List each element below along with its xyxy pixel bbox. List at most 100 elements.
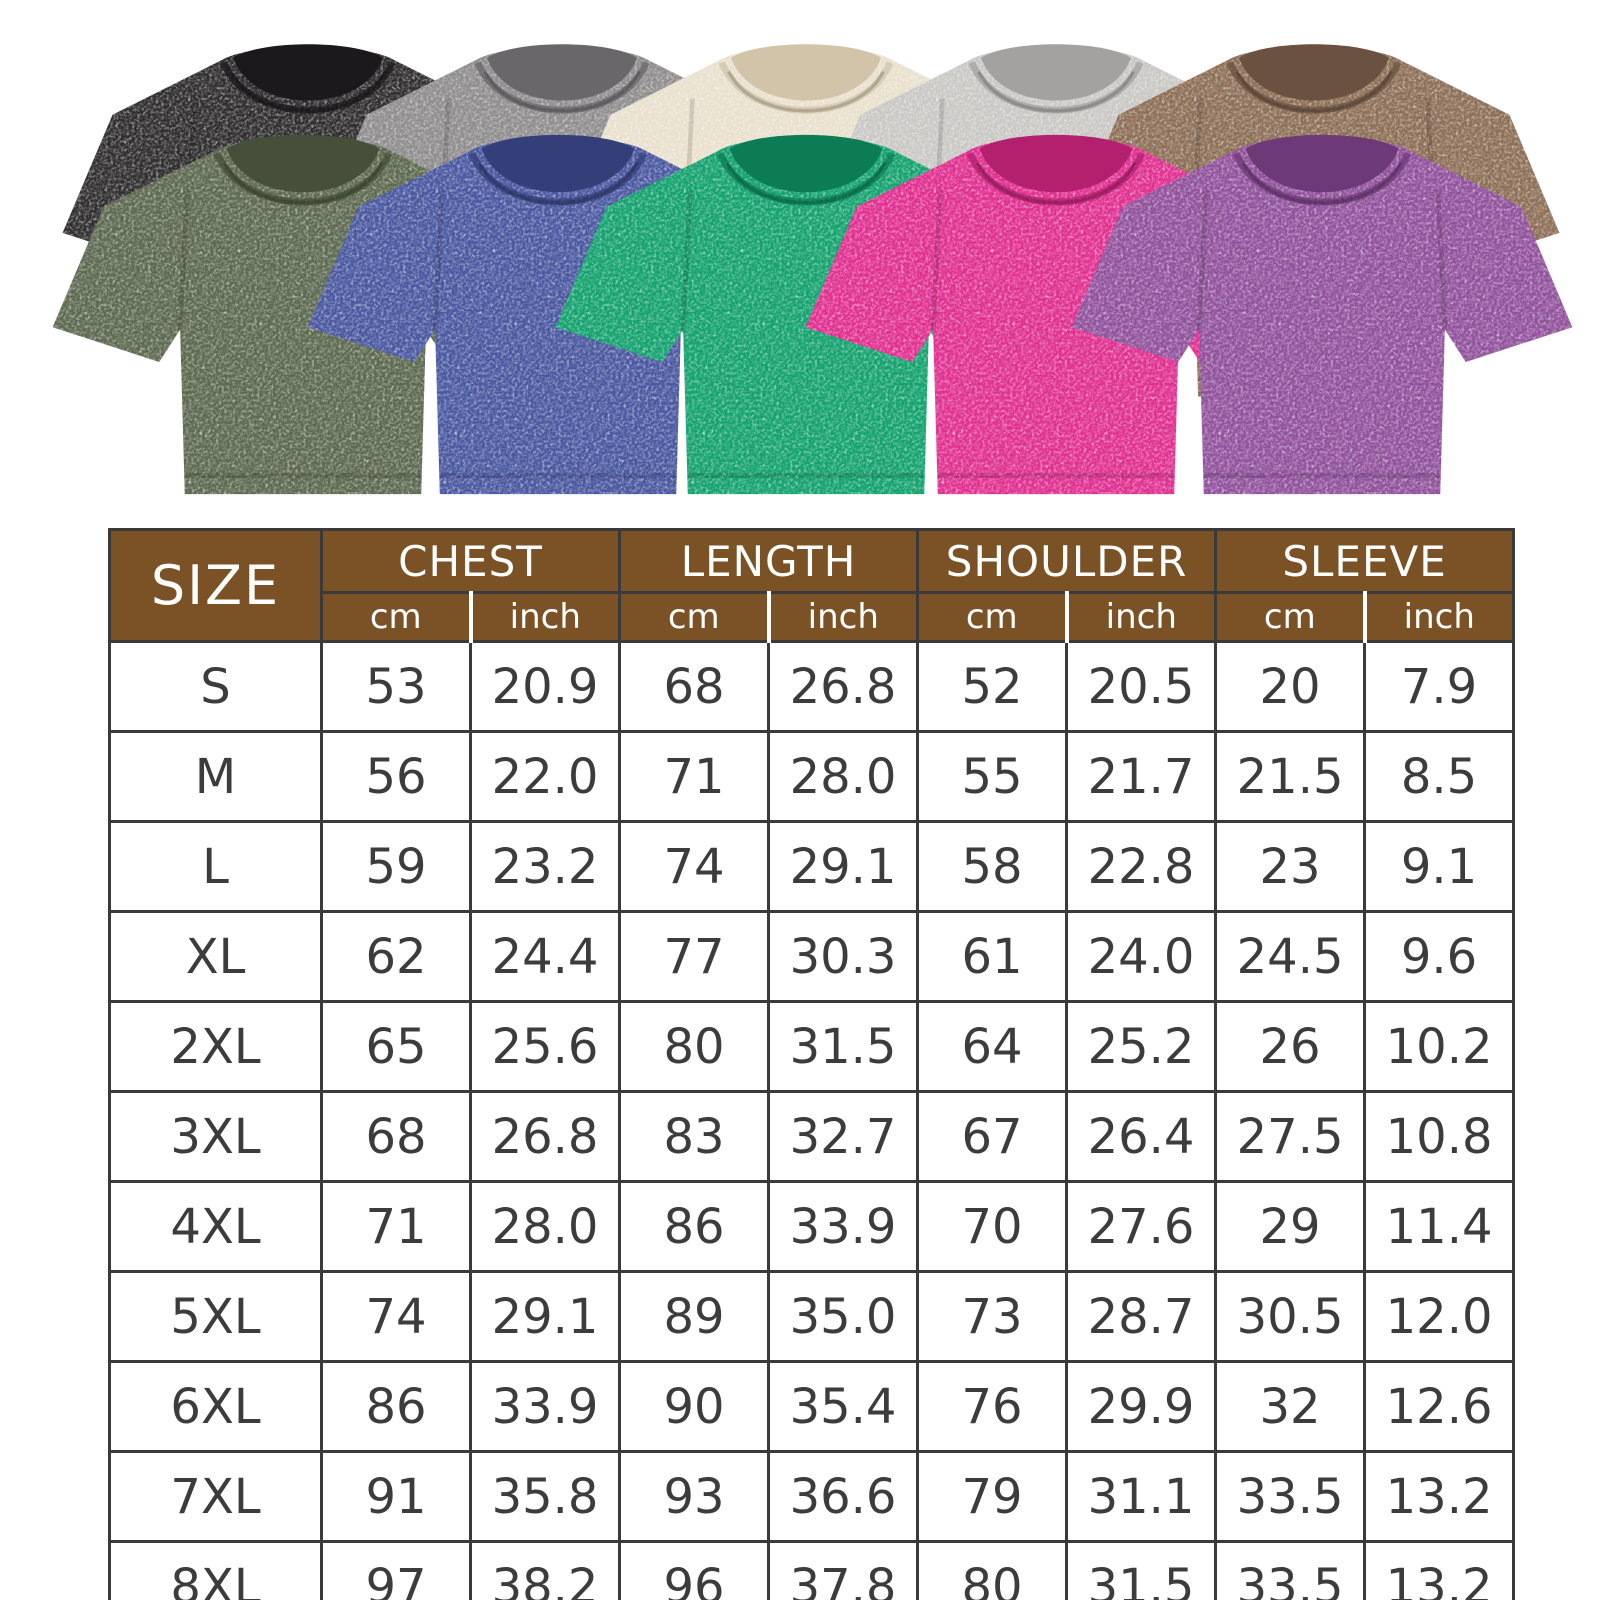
table-row: 5XL 74 29.1 89 35.0 73 28.7 30.5 12.0 (108, 1270, 1516, 1363)
measurement-cell: 74 (320, 1270, 472, 1363)
size-cell: 2XL (108, 1000, 323, 1093)
measurement-cell: 59 (320, 820, 472, 913)
measurement-cell: 23 (1214, 820, 1367, 913)
measurement-cell: 83 (618, 1090, 771, 1183)
header-row-groups: SIZE CHEST LENGTH SHOULDER SLEEVE (109, 529, 1514, 642)
measurement-cell: 32.7 (767, 1090, 920, 1183)
shoulder-header: SHOULDER (916, 529, 1216, 594)
unit-inch-header: inch (1362, 592, 1514, 642)
measurement-cell: 80 (618, 1000, 771, 1093)
measurement-cell: 31.1 (1065, 1450, 1218, 1543)
measurement-cell: 35.0 (767, 1270, 920, 1363)
measurement-cell: 26 (1214, 1000, 1367, 1093)
measurement-cell: 32 (1214, 1360, 1367, 1453)
measurement-cell: 64 (916, 1000, 1069, 1093)
measurement-cell: 35.8 (468, 1450, 622, 1543)
measurement-cell: 8.5 (1363, 730, 1516, 823)
table-row: 8XL 97 38.2 96 37.8 80 31.5 33.5 13.2 (108, 1540, 1516, 1600)
measurement-cell: 22.0 (468, 730, 622, 823)
size-chart-table: SIZE CHEST LENGTH SHOULDER SLEEVE cm inc… (108, 528, 1516, 1600)
measurement-cell: 56 (320, 730, 472, 823)
measurement-cell: 37.8 (767, 1540, 920, 1600)
measurement-cell: 77 (618, 910, 771, 1003)
measurement-cell: 29.1 (767, 820, 920, 913)
sleeve-header: SLEEVE (1214, 529, 1514, 594)
size-cell: 4XL (108, 1180, 323, 1273)
measurement-cell: 11.4 (1363, 1180, 1516, 1273)
size-cell: L (108, 820, 323, 913)
size-cell: 6XL (108, 1360, 323, 1453)
size-column-header: SIZE (109, 529, 323, 642)
measurement-cell: 68 (320, 1090, 472, 1183)
size-cell: 7XL (108, 1450, 323, 1543)
measurement-cell: 38.2 (468, 1540, 622, 1600)
measurement-cell: 79 (916, 1450, 1069, 1543)
measurement-cell: 31.5 (1065, 1540, 1218, 1600)
measurement-cell: 30.5 (1214, 1270, 1367, 1363)
unit-cm-header: cm (1214, 592, 1365, 642)
measurement-cell: 30.3 (767, 910, 920, 1003)
measurement-cell: 29.9 (1065, 1360, 1218, 1453)
measurement-cell: 58 (916, 820, 1069, 913)
length-header: LENGTH (618, 529, 918, 594)
measurement-cell: 86 (618, 1180, 771, 1273)
measurement-cell: 33.9 (767, 1180, 920, 1273)
table-row: 3XL 68 26.8 83 32.7 67 26.4 27.5 10.8 (108, 1090, 1516, 1183)
measurement-cell: 33.5 (1214, 1540, 1367, 1600)
measurement-cell: 9.6 (1363, 910, 1516, 1003)
measurement-cell: 29 (1214, 1180, 1367, 1273)
measurement-cell: 26.8 (468, 1090, 622, 1183)
measurement-cell: 21.7 (1065, 730, 1218, 823)
measurement-cell: 13.2 (1363, 1450, 1516, 1543)
header-row-units: cm inch cm inch cm inch cm inch (110, 592, 1514, 642)
table-row: 4XL 71 28.0 86 33.9 70 27.6 29 11.4 (108, 1180, 1516, 1273)
measurement-cell: 35.4 (767, 1360, 920, 1453)
measurement-cell: 67 (916, 1090, 1069, 1183)
measurement-cell: 12.6 (1363, 1360, 1516, 1453)
table-row: M 56 22.0 71 28.0 55 21.7 21.5 8.5 (108, 730, 1516, 823)
unit-inch-header: inch (1064, 592, 1216, 642)
measurement-cell: 96 (618, 1540, 771, 1600)
measurement-cell: 21.5 (1214, 730, 1367, 823)
measurement-cell: 73 (916, 1270, 1069, 1363)
unit-cm-header: cm (320, 592, 471, 642)
tshirt-color-gallery (0, 0, 1600, 528)
measurement-cell: 28.0 (767, 730, 920, 823)
table-row: 6XL 86 33.9 90 35.4 76 29.9 32 12.6 (108, 1360, 1516, 1453)
measurement-cell: 9.1 (1363, 820, 1516, 913)
measurement-cell: 90 (618, 1360, 771, 1453)
measurement-cell: 31.5 (767, 1000, 920, 1093)
measurement-cell: 74 (618, 820, 771, 913)
size-chart-body: S 53 20.9 68 26.8 52 20.5 20 7.9 M 56 22.0 71 28.0 55 2… (108, 640, 1516, 1600)
measurement-cell: 33.5 (1214, 1450, 1367, 1543)
measurement-cell: 24.0 (1065, 910, 1218, 1003)
measurement-cell: 53 (320, 640, 472, 733)
measurement-cell: 27.5 (1214, 1090, 1367, 1183)
tshirt-purple (1067, 112, 1577, 510)
measurement-cell: 20.5 (1065, 640, 1218, 733)
measurement-cell: 55 (916, 730, 1069, 823)
measurement-cell: 91 (320, 1450, 472, 1543)
measurement-cell: 71 (320, 1180, 472, 1273)
measurement-cell: 20.9 (468, 640, 622, 733)
measurement-cell: 7.9 (1363, 640, 1516, 733)
size-cell: S (108, 640, 323, 733)
unit-cm-header: cm (916, 592, 1067, 642)
measurement-cell: 20 (1214, 640, 1367, 733)
table-row: S 53 20.9 68 26.8 52 20.5 20 7.9 (108, 640, 1516, 733)
size-cell: 3XL (108, 1090, 323, 1183)
measurement-cell: 24.5 (1214, 910, 1367, 1003)
measurement-cell: 62 (320, 910, 472, 1003)
measurement-cell: 13.2 (1363, 1540, 1516, 1600)
measurement-cell: 68 (618, 640, 771, 733)
unit-cm-header: cm (618, 592, 769, 642)
measurement-cell: 65 (320, 1000, 472, 1093)
measurement-cell: 22.8 (1065, 820, 1218, 913)
unit-inch-header: inch (468, 592, 620, 642)
measurement-cell: 33.9 (468, 1360, 622, 1453)
measurement-cell: 24.4 (468, 910, 622, 1003)
measurement-cell: 93 (618, 1450, 771, 1543)
chest-header: CHEST (319, 529, 620, 594)
measurement-cell: 25.6 (468, 1000, 622, 1093)
measurement-cell: 61 (916, 910, 1069, 1003)
